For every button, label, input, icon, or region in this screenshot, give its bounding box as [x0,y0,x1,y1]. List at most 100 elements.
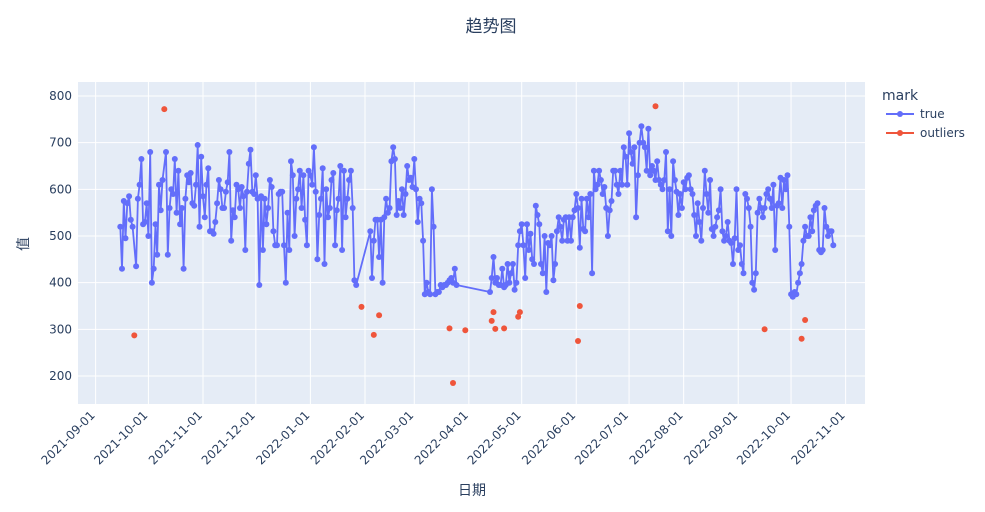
data-point-true[interactable] [768,205,775,211]
data-point-outliers[interactable] [576,303,583,309]
data-point-true[interactable] [687,186,694,193]
data-point-true[interactable] [592,186,599,193]
data-point-true[interactable] [119,265,125,272]
data-point-true[interactable] [733,186,740,193]
data-point-true[interactable] [164,251,171,258]
data-point-true[interactable] [772,247,779,253]
data-point-true[interactable] [685,172,692,179]
data-point-true[interactable] [717,186,724,193]
data-point-true[interactable] [347,167,354,174]
data-point-true[interactable] [587,191,594,197]
data-point-true[interactable] [154,251,161,258]
data-point-true[interactable] [340,167,347,174]
data-point-true[interactable] [222,188,229,195]
data-point-true[interactable] [138,156,145,162]
data-point-true[interactable] [379,279,386,286]
data-point-true[interactable] [759,214,766,221]
data-point-true[interactable] [590,167,597,174]
data-point-true[interactable] [647,172,654,179]
data-point-true[interactable] [203,181,210,188]
data-point-true[interactable] [416,195,423,202]
data-point-true[interactable] [805,233,812,239]
data-point-true[interactable] [430,223,437,230]
data-point-true[interactable] [265,205,272,211]
data-point-true[interactable] [819,247,826,253]
data-point-true[interactable] [346,177,353,183]
data-point-true[interactable] [395,198,402,204]
data-point-true[interactable] [641,144,648,151]
data-point-true[interactable] [335,195,342,202]
data-point-true[interactable] [538,261,544,267]
data-point-outliers[interactable] [490,309,497,316]
data-point-true[interactable] [122,235,129,242]
data-point-true[interactable] [696,219,703,225]
data-point-true[interactable] [675,212,682,218]
data-point-true[interactable] [756,195,763,202]
data-point-true[interactable] [214,200,221,207]
data-point-true[interactable] [568,237,574,244]
data-point-true[interactable] [751,286,758,293]
data-point-true[interactable] [810,207,817,214]
data-point-true[interactable] [546,242,553,249]
data-point-true[interactable] [633,214,640,221]
data-point-true[interactable] [828,228,835,235]
data-point-true[interactable] [649,163,655,169]
data-point-true[interactable] [383,195,390,202]
data-point-true[interactable] [555,214,562,221]
data-point-true[interactable] [657,181,664,188]
data-point-true[interactable] [691,212,698,218]
data-point-true[interactable] [193,181,199,188]
data-point-true[interactable] [296,167,303,174]
data-point-true[interactable] [664,228,671,235]
data-point-true[interactable] [259,247,266,253]
data-point-true[interactable] [782,186,789,193]
data-point-true[interactable] [722,233,729,239]
data-point-true[interactable] [781,177,787,183]
data-point-true[interactable] [332,242,339,249]
data-point-true[interactable] [701,167,708,174]
data-point-true[interactable] [376,254,383,260]
data-point-true[interactable] [194,142,201,148]
data-point-true[interactable] [274,242,280,249]
data-point-true[interactable] [745,205,752,211]
data-point-true[interactable] [522,275,529,281]
data-point-true[interactable] [582,228,589,235]
data-point-true[interactable] [541,233,548,239]
data-point-true[interactable] [597,177,604,183]
data-point-true[interactable] [291,233,298,239]
data-point-true[interactable] [516,228,523,235]
data-point-true[interactable] [117,223,124,230]
data-point-outliers[interactable] [376,312,383,319]
data-point-true[interactable] [141,219,148,225]
data-point-true[interactable] [390,144,397,151]
data-point-true[interactable] [295,186,302,193]
data-point-true[interactable] [596,167,603,174]
data-point-true[interactable] [180,265,187,272]
data-point-true[interactable] [707,177,714,183]
data-point-true[interactable] [825,233,831,239]
data-point-true[interactable] [386,205,393,211]
data-point-true[interactable] [511,286,518,293]
data-point-true[interactable] [217,186,224,193]
data-point-true[interactable] [175,167,182,174]
data-point-true[interactable] [428,186,435,193]
data-point-outliers[interactable] [370,331,377,338]
data-point-outliers[interactable] [446,325,453,332]
data-point-true[interactable] [744,195,750,202]
data-point-true[interactable] [670,158,677,165]
data-point-true[interactable] [133,263,140,270]
data-point-true[interactable] [747,223,754,230]
data-point-true[interactable] [268,184,275,190]
data-point-true[interactable] [583,195,590,202]
data-point-true[interactable] [640,139,647,146]
data-point-true[interactable] [156,181,162,188]
data-point-true[interactable] [721,237,728,244]
data-point-true[interactable] [293,195,300,202]
data-point-true[interactable] [303,242,310,249]
data-point-true[interactable] [631,144,638,151]
data-point-true[interactable] [321,261,328,267]
data-point-true[interactable] [509,261,516,267]
data-point-true[interactable] [506,279,513,286]
data-point-true[interactable] [638,123,645,130]
data-point-true[interactable] [171,156,178,162]
